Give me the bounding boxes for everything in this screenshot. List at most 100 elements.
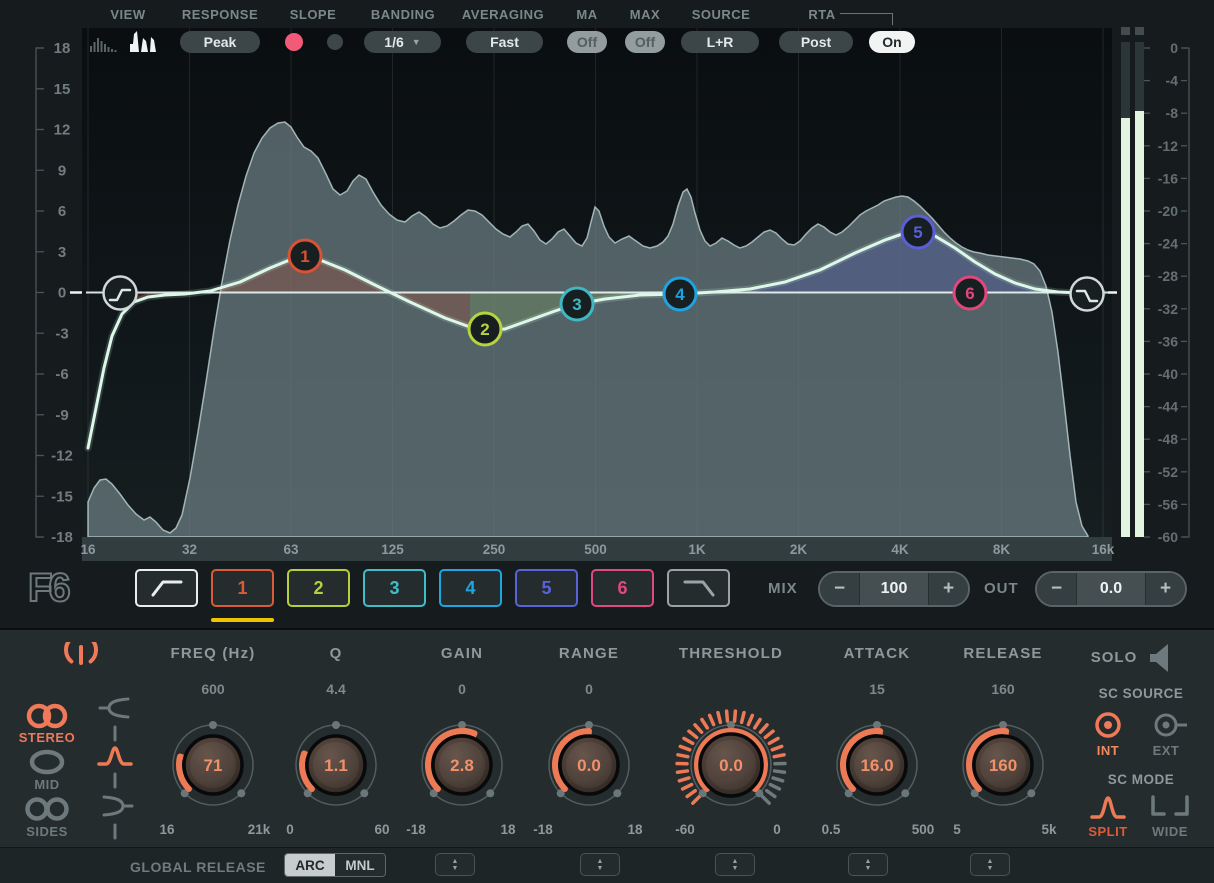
knob-body — [305, 734, 367, 796]
freq-knob[interactable]: FREQ (Hz) 600 71 16 21k — [148, 642, 278, 847]
q-knob[interactable]: Q 4.4 1.1 0 60 — [271, 642, 401, 847]
rta-spectrum — [87, 121, 1089, 538]
value-stepper[interactable]: ▲ ▼ — [848, 853, 888, 876]
mix-minus-button[interactable]: − — [820, 573, 859, 605]
arc-button[interactable]: ARC — [285, 854, 335, 876]
source-button[interactable]: L+R — [681, 31, 759, 53]
stepper-down-icon[interactable]: ▼ — [864, 864, 872, 872]
ext-label[interactable]: EXT — [1152, 743, 1180, 758]
stepper-up-icon[interactable]: ▲ — [864, 857, 872, 865]
svg-text:5: 5 — [913, 223, 922, 242]
range-knob[interactable]: RANGE 0 0.0 -18 18 — [524, 642, 654, 847]
out-minus-button[interactable]: − — [1037, 573, 1076, 605]
stepper-down-icon[interactable]: ▼ — [731, 864, 739, 872]
filter-type-bell-icon[interactable] — [97, 746, 133, 766]
filter-type-fork-down-icon[interactable] — [102, 795, 134, 817]
mnl-button[interactable]: MNL — [335, 854, 385, 876]
out-control: − 0.0 + — [1035, 571, 1187, 607]
stepper-down-icon[interactable]: ▼ — [986, 864, 994, 872]
band-button-5[interactable]: 5 — [515, 569, 578, 607]
lp-filter-node[interactable] — [1069, 276, 1105, 312]
band-button-label: 6 — [617, 577, 628, 598]
band-button-label: 3 — [389, 577, 400, 598]
sc-source-ext-radio[interactable] — [1153, 710, 1191, 740]
svg-text:-28: -28 — [1158, 268, 1178, 284]
stereo-icon[interactable] — [20, 702, 74, 730]
max-toggle[interactable]: Off — [625, 31, 665, 53]
ma-toggle[interactable]: Off — [567, 31, 607, 53]
svg-text:6: 6 — [58, 203, 66, 220]
band-node-2[interactable]: 2 — [467, 311, 503, 347]
averaging-button[interactable]: Fast — [466, 31, 543, 53]
solo-speaker-icon[interactable] — [1146, 642, 1178, 674]
mid-icon[interactable] — [20, 749, 74, 775]
svg-text:63: 63 — [283, 542, 299, 557]
band-button-6[interactable]: 6 — [591, 569, 654, 607]
banding-dropdown[interactable]: 1/6 ▼ — [364, 31, 441, 53]
svg-text:-12: -12 — [1158, 138, 1178, 154]
threshold-knob[interactable]: THRESHOLD 0.0 -60 0 — [666, 642, 796, 847]
eq-spectrum-display: 1234561815129630-3-6-9-12-15-180-4-8-12-… — [35, 27, 1190, 561]
band-node-1[interactable]: 1 — [287, 238, 323, 274]
slope-dot-inactive[interactable] — [327, 34, 343, 50]
out-value[interactable]: 0.0 — [1076, 573, 1146, 605]
knob-arc — [694, 728, 768, 793]
svg-text:RANGE: RANGE — [559, 645, 619, 662]
hp-filter-node[interactable] — [102, 275, 138, 311]
release-knob[interactable]: RELEASE 160 160 5 5k — [938, 642, 1068, 847]
band-button-3[interactable]: 3 — [363, 569, 426, 607]
knob-arc — [840, 728, 884, 793]
band-node-6[interactable]: 6 — [952, 275, 988, 311]
svg-text:-8: -8 — [1166, 105, 1179, 121]
value-stepper[interactable]: ▲ ▼ — [970, 853, 1010, 876]
knob-body — [182, 734, 244, 796]
stepper-up-icon[interactable]: ▲ — [451, 857, 459, 865]
power-button[interactable] — [58, 642, 104, 688]
rta-bars-view-icon[interactable] — [88, 28, 168, 56]
filter-type-fork-up-icon[interactable] — [98, 697, 130, 719]
stepper-up-icon[interactable]: ▲ — [731, 857, 739, 865]
out-plus-button[interactable]: + — [1146, 573, 1185, 605]
attack-knob[interactable]: ATTACK 15 16.0 0.5 500 — [812, 642, 942, 847]
rta-on-toggle[interactable]: On — [869, 31, 915, 53]
band-button-2[interactable]: 2 — [287, 569, 350, 607]
value-stepper[interactable]: ▲ ▼ — [580, 853, 620, 876]
band-node-5[interactable]: 5 — [900, 214, 936, 250]
global-release-toggle: ARC MNL — [284, 853, 386, 877]
sides-label[interactable]: SIDES — [26, 824, 68, 839]
stereo-label[interactable]: STEREO — [18, 730, 76, 745]
value-stepper[interactable]: ▲ ▼ — [715, 853, 755, 876]
sc-source-int-radio[interactable] — [1093, 710, 1123, 740]
wide-label[interactable]: WIDE — [1152, 824, 1188, 839]
sc-mode-split-button[interactable] — [1089, 792, 1127, 822]
svg-text:60: 60 — [374, 822, 389, 837]
gain-knob[interactable]: GAIN 0 2.8 -18 18 — [397, 642, 527, 847]
split-label[interactable]: SPLIT — [1088, 824, 1128, 839]
mid-label[interactable]: MID — [34, 777, 60, 792]
band-button-1[interactable]: 1 — [211, 569, 274, 607]
rta-post-button[interactable]: Post — [779, 31, 853, 53]
svg-text:-16: -16 — [1158, 170, 1178, 186]
sides-icon[interactable] — [20, 796, 74, 822]
band-node-4[interactable]: 4 — [662, 276, 698, 312]
hp-filter-button[interactable] — [135, 569, 198, 607]
mix-plus-button[interactable]: + — [929, 573, 968, 605]
value-stepper[interactable]: ▲ ▼ — [435, 853, 475, 876]
lp-filter-button[interactable] — [667, 569, 730, 607]
stepper-down-icon[interactable]: ▼ — [451, 864, 459, 872]
stepper-up-icon[interactable]: ▲ — [596, 857, 604, 865]
response-mode-button[interactable]: Peak — [180, 31, 260, 53]
svg-text:6: 6 — [965, 284, 974, 303]
int-label[interactable]: INT — [1096, 743, 1120, 758]
svg-text:600: 600 — [201, 681, 225, 697]
slope-dot-active[interactable] — [285, 33, 303, 51]
rta-bracket-line — [840, 13, 893, 25]
svg-text:-20: -20 — [1158, 203, 1178, 219]
band-button-4[interactable]: 4 — [439, 569, 502, 607]
sc-mode-wide-button[interactable] — [1146, 794, 1194, 820]
mix-value[interactable]: 100 — [859, 573, 929, 605]
band-node-3[interactable]: 3 — [559, 286, 595, 322]
svg-text:-44: -44 — [1158, 399, 1178, 415]
stepper-down-icon[interactable]: ▼ — [596, 864, 604, 872]
stepper-up-icon[interactable]: ▲ — [986, 857, 994, 865]
